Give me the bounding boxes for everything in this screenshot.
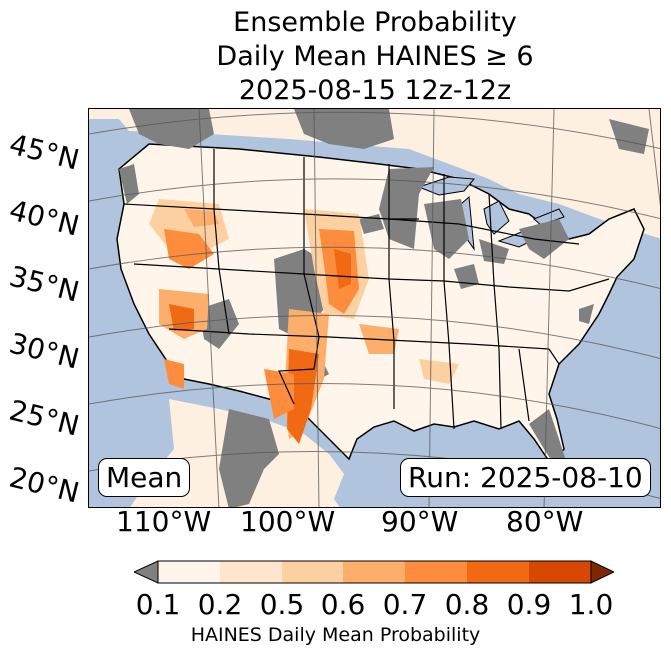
lon-label-90: 90°W [381, 505, 459, 538]
canada-land [89, 109, 660, 239]
lat-label-35: 35°N [6, 259, 83, 309]
colorbar-tick-1: 0.2 [197, 588, 243, 621]
colorbar-segment-1 [158, 561, 220, 583]
colorbar-tick-0: 0.1 [135, 588, 181, 621]
lat-label-45: 45°N [6, 127, 83, 177]
colorbar-segment-2 [220, 561, 282, 583]
probability-map [88, 108, 661, 508]
colorbar-over-arrow [590, 560, 614, 584]
colorbar [134, 560, 614, 584]
stat-label: Mean [98, 458, 191, 497]
colorbar-tick-5: 0.8 [444, 588, 490, 621]
colorbar-segment-5 [405, 561, 467, 583]
lon-label-110: 110°W [116, 505, 212, 538]
title-line-3: 2025-08-15 12z-12z [238, 75, 512, 106]
colorbar-segment-7 [529, 561, 591, 583]
colorbar-under-arrow [134, 560, 159, 584]
colorbar-tick-3: 0.6 [320, 588, 366, 621]
lon-label-100: 100°W [240, 505, 336, 538]
colorbar-tick-2: 0.5 [259, 588, 305, 621]
colorbar-segment-3 [282, 561, 343, 583]
lat-label-40: 40°N [6, 193, 83, 243]
colorbar-segment-6 [467, 561, 529, 583]
title-line-1: Ensemble Probability [233, 7, 517, 38]
colorbar-tick-6: 0.9 [506, 588, 552, 621]
lon-label-80: 80°W [506, 505, 584, 538]
map-canvas [89, 109, 660, 507]
lat-label-20: 20°N [6, 460, 83, 510]
colorbar-tick-7: 1.0 [568, 588, 614, 621]
state-borders [123, 149, 610, 430]
colorbar-segment-4 [343, 561, 405, 583]
colorbar-tick-4: 0.7 [382, 588, 428, 621]
title-line-2: Daily Mean HAINES ≥ 6 [216, 41, 534, 72]
lat-label-25: 25°N [6, 393, 83, 443]
run-label: Run: 2025-08-10 [400, 458, 651, 497]
lat-label-30: 30°N [6, 326, 83, 376]
colorbar-frame [157, 560, 592, 584]
colorbar-label: HAINES Daily Mean Probability [190, 624, 481, 646]
